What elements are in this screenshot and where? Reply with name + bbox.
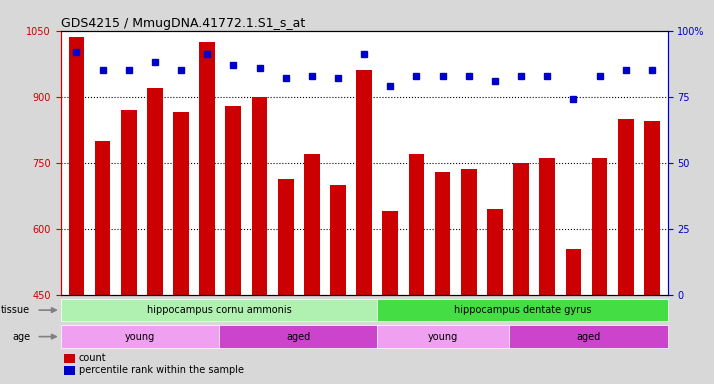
Bar xyxy=(408,154,424,295)
Bar xyxy=(330,185,346,295)
Bar xyxy=(461,169,477,295)
Bar xyxy=(618,119,633,295)
Bar xyxy=(226,106,241,295)
Bar xyxy=(513,163,529,295)
Text: aged: aged xyxy=(286,332,311,342)
Bar xyxy=(95,141,111,295)
Text: tissue: tissue xyxy=(1,305,31,315)
Text: age: age xyxy=(12,332,31,342)
Bar xyxy=(304,154,320,295)
Bar xyxy=(356,70,372,295)
Bar xyxy=(121,110,136,295)
Bar xyxy=(219,325,377,348)
Bar xyxy=(61,325,219,348)
Text: count: count xyxy=(79,353,106,363)
Bar xyxy=(592,158,608,295)
Bar xyxy=(377,325,509,348)
Text: percentile rank within the sample: percentile rank within the sample xyxy=(79,366,244,376)
Bar xyxy=(539,158,555,295)
Bar xyxy=(251,97,267,295)
Text: aged: aged xyxy=(576,332,600,342)
Bar xyxy=(509,325,668,348)
Text: young: young xyxy=(125,332,155,342)
Text: young: young xyxy=(428,332,458,342)
Bar xyxy=(383,211,398,295)
Bar xyxy=(435,172,451,295)
Bar xyxy=(64,354,75,363)
Text: hippocampus dentate gyrus: hippocampus dentate gyrus xyxy=(453,305,591,315)
Text: hippocampus cornu ammonis: hippocampus cornu ammonis xyxy=(146,305,291,315)
Bar xyxy=(278,179,293,295)
Bar xyxy=(64,366,75,375)
Bar xyxy=(377,299,668,321)
Bar xyxy=(565,248,581,295)
Bar xyxy=(487,209,503,295)
Bar xyxy=(61,299,377,321)
Text: GDS4215 / MmugDNA.41772.1.S1_s_at: GDS4215 / MmugDNA.41772.1.S1_s_at xyxy=(61,17,305,30)
Bar xyxy=(644,121,660,295)
Bar xyxy=(174,112,189,295)
Bar xyxy=(69,37,84,295)
Bar xyxy=(147,88,163,295)
Bar xyxy=(199,42,215,295)
